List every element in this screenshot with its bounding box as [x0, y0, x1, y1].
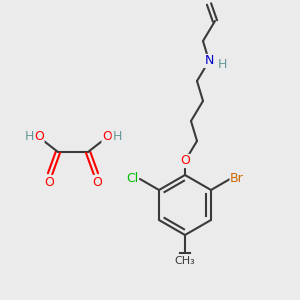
- Text: H: H: [24, 130, 34, 142]
- Text: N: N: [204, 55, 214, 68]
- Text: Cl: Cl: [126, 172, 138, 185]
- Text: H: H: [217, 58, 227, 70]
- Text: Br: Br: [230, 172, 244, 185]
- Text: H: H: [112, 130, 122, 142]
- Text: O: O: [44, 176, 54, 188]
- Text: O: O: [102, 130, 112, 142]
- Text: CH₃: CH₃: [175, 256, 195, 266]
- Text: O: O: [180, 154, 190, 167]
- Text: O: O: [92, 176, 102, 188]
- Text: O: O: [34, 130, 44, 142]
